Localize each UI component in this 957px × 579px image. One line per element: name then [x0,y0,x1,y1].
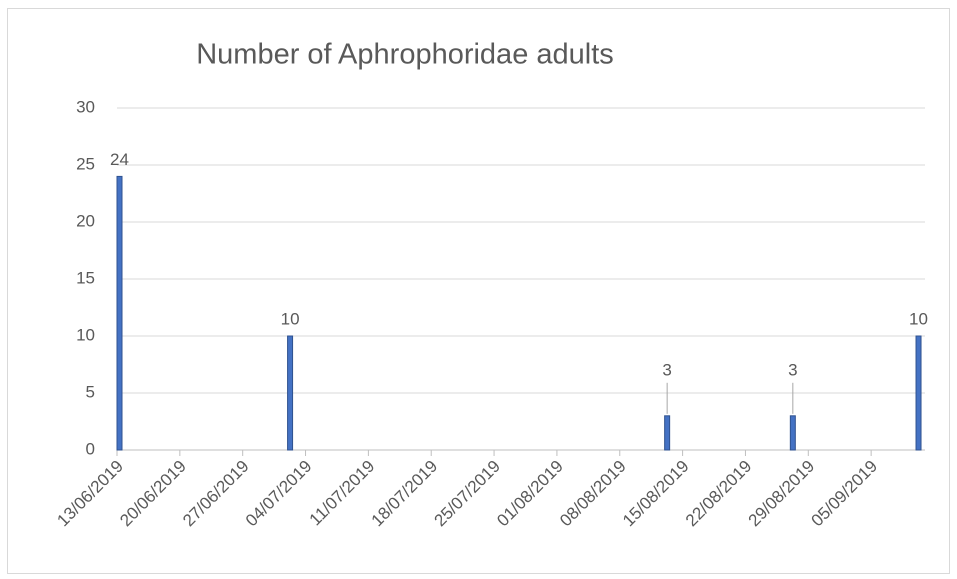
y-tick-label: 5 [86,382,95,401]
bar [287,335,294,451]
y-tick-label: 30 [76,97,95,116]
y-tick-label: 20 [76,211,95,230]
chart-border [7,8,950,574]
data-label: 3 [662,360,671,379]
bar [915,335,922,451]
data-label: 3 [788,360,797,379]
data-label: 24 [110,150,129,169]
data-label: 10 [281,309,300,328]
chart-title: Number of Aphrophoridae adults [196,39,614,71]
y-tick-label: 10 [76,325,95,344]
y-tick-label: 0 [86,439,95,458]
y-tick-label: 15 [76,268,95,287]
y-tick-label: 25 [76,154,95,173]
bar [664,415,671,451]
bar [116,175,123,451]
bar [789,415,796,451]
data-label: 10 [909,309,928,328]
